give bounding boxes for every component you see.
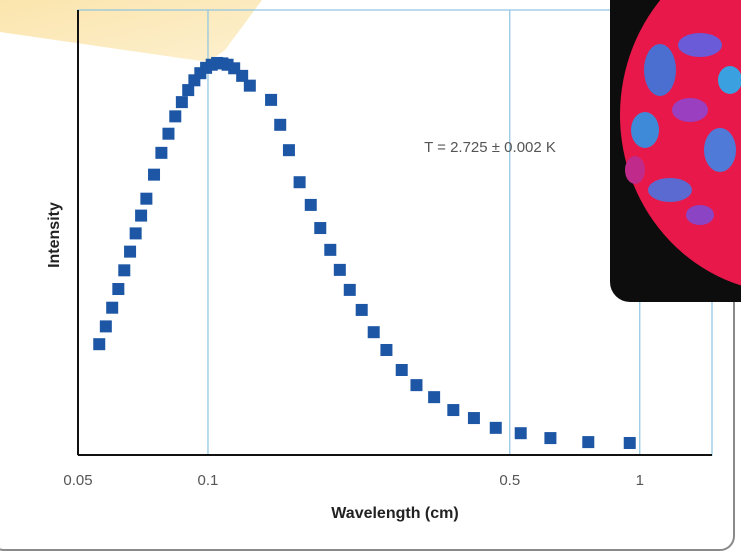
marker xyxy=(304,198,317,211)
marker xyxy=(395,364,408,377)
marker xyxy=(243,79,256,92)
marker xyxy=(467,412,480,425)
marker xyxy=(129,227,142,240)
marker xyxy=(140,192,153,205)
x-tick-label: 1 xyxy=(636,472,644,489)
markers xyxy=(93,56,636,449)
marker xyxy=(162,127,175,140)
marker xyxy=(324,243,337,256)
cmb-panel xyxy=(610,0,741,302)
marker xyxy=(314,222,327,235)
annotation: T = 2.725 ± 0.002 K xyxy=(424,139,556,156)
marker xyxy=(367,326,380,339)
marker xyxy=(428,391,441,404)
x-tick-label: 0.5 xyxy=(499,472,520,489)
x-tick-label: 0.1 xyxy=(198,472,219,489)
highlight-wedge xyxy=(0,0,262,62)
marker xyxy=(282,144,295,157)
marker xyxy=(489,421,502,434)
marker xyxy=(380,343,393,356)
marker xyxy=(447,404,460,417)
marker xyxy=(99,320,112,333)
marker xyxy=(93,338,106,351)
marker xyxy=(293,176,306,189)
marker xyxy=(182,84,195,97)
marker xyxy=(582,436,595,449)
marker xyxy=(343,283,356,296)
marker xyxy=(623,436,636,449)
marker xyxy=(155,146,168,159)
marker xyxy=(112,283,125,296)
marker xyxy=(106,301,119,314)
x-axis-title: Wavelength (cm) xyxy=(331,505,458,522)
marker xyxy=(333,263,346,276)
marker xyxy=(274,118,287,131)
marker xyxy=(118,264,131,277)
marker xyxy=(175,96,188,109)
marker xyxy=(124,245,137,258)
marker xyxy=(544,432,557,445)
marker xyxy=(410,379,423,392)
marker xyxy=(265,93,278,106)
marker xyxy=(135,209,148,222)
marker xyxy=(169,110,182,123)
marker xyxy=(236,69,249,82)
y-axis-title: Intensity xyxy=(46,202,63,268)
marker xyxy=(355,303,368,316)
marker xyxy=(148,168,161,181)
marker xyxy=(514,427,527,440)
x-tick-label: 0.05 xyxy=(63,472,92,489)
